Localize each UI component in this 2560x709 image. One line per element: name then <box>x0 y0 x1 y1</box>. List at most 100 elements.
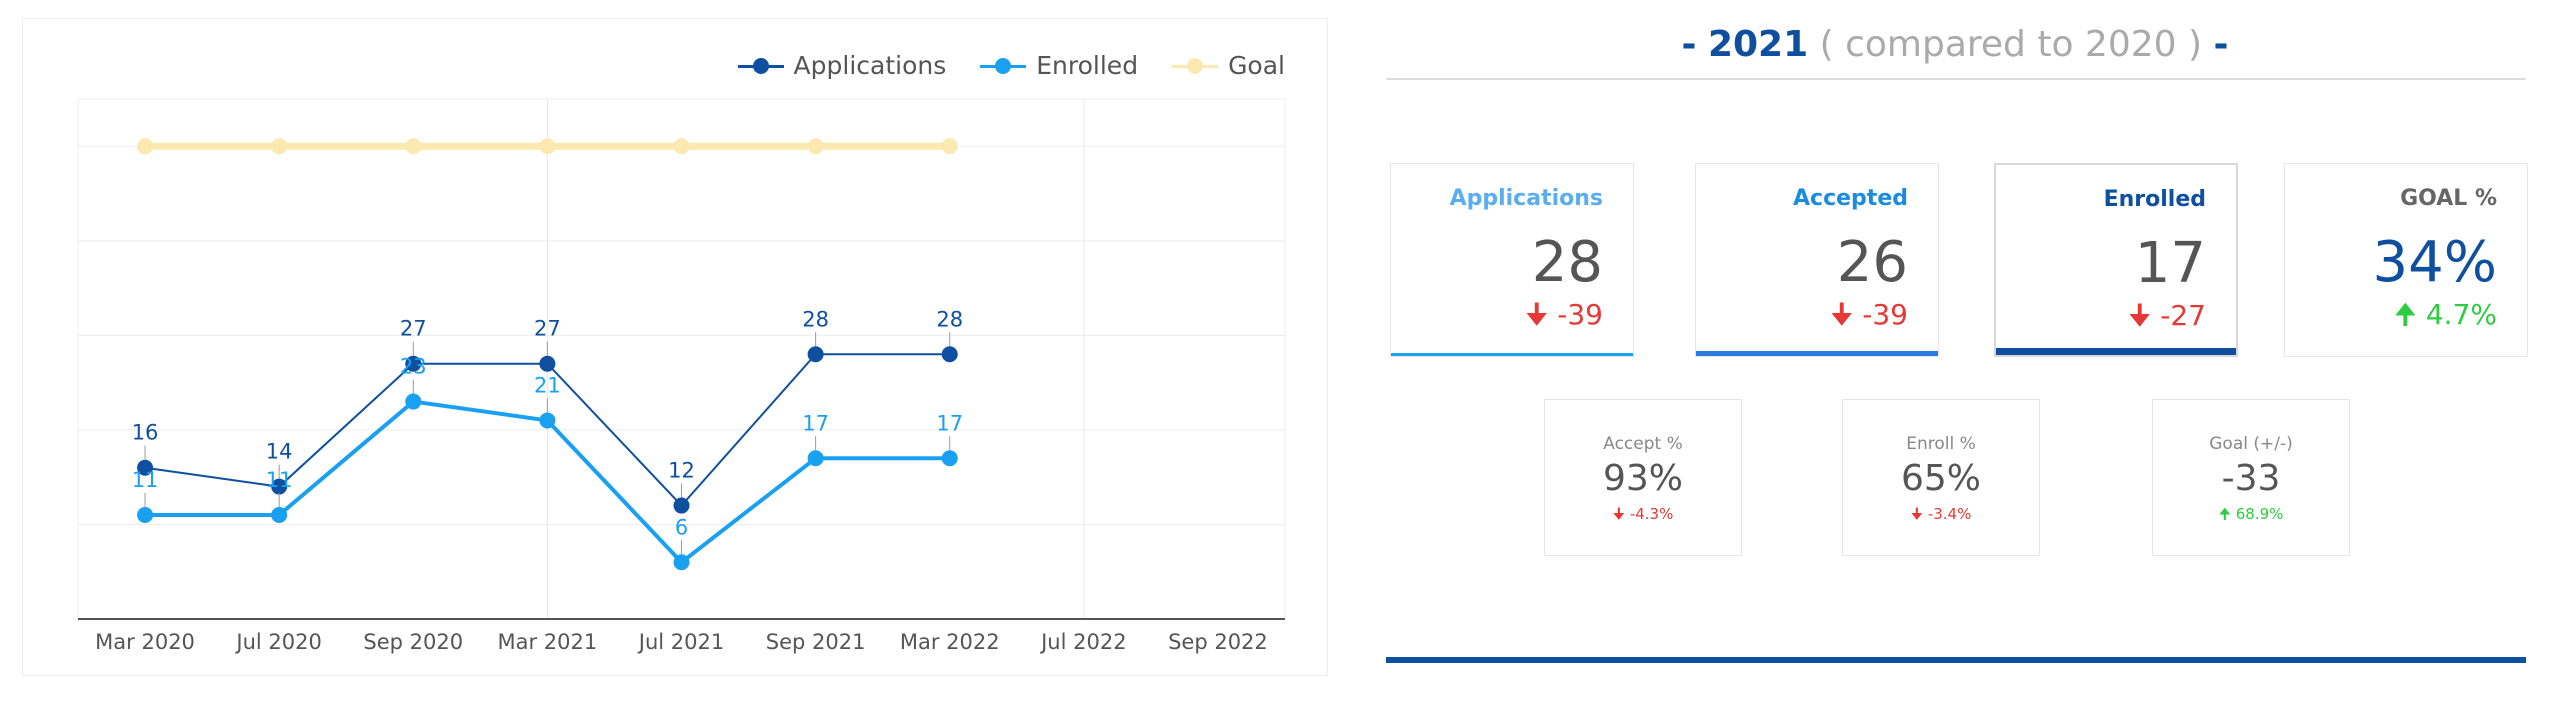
mini-delta-value: -3.4% <box>1927 505 1972 523</box>
mini-delta: 🠋 -3.4% <box>1843 504 2039 529</box>
title-dash-left: - <box>1681 24 1697 65</box>
kpi-delta: 🠋 -39 <box>1830 294 1908 342</box>
kpi-card-applications[interactable]: Applications 28 🠋 -39 <box>1390 163 1634 357</box>
x-tick-label: Jul 2022 <box>1039 630 1126 654</box>
x-tick-label: Mar 2021 <box>498 630 598 654</box>
chart-legend: Applications Enrolled Goal <box>737 51 1285 80</box>
period-title: - 2021 ( compared to 2020 ) - <box>1380 24 2530 65</box>
data-label-enrolled: 11 <box>266 468 293 492</box>
data-label-applications: 12 <box>668 459 695 483</box>
arrow-down-icon: 🠋 <box>2128 299 2152 332</box>
data-point-enrolled <box>941 450 958 467</box>
kpi-accent-bar <box>1996 348 2236 355</box>
kpi-delta-value: -39 <box>1862 298 1908 331</box>
arrow-up-icon: 🠉 <box>2218 505 2231 523</box>
mini-card-goal-diff[interactable]: Goal (+/-) -33 🠉 68.9% <box>2152 399 2350 556</box>
data-point-enrolled <box>137 507 154 523</box>
kpi-delta-value: 4.7% <box>2425 298 2497 331</box>
mini-card-enroll-percent[interactable]: Enroll % 65% 🠋 -3.4% <box>1842 399 2040 556</box>
data-point-applications <box>137 459 154 476</box>
trend-chart: Mar 2020 Jul 2020 Sep 2020 Mar 2021 Jul 2021… <box>77 98 1286 654</box>
data-point-enrolled <box>539 412 556 429</box>
arrow-down-icon: 🠋 <box>1525 298 1549 331</box>
mini-delta-value: -4.3% <box>1629 505 1674 523</box>
data-point-goal <box>807 138 824 155</box>
legend-swatch-enrolled <box>980 57 1027 74</box>
x-tick-label: Jul 2020 <box>234 630 321 654</box>
data-label-applications: 16 <box>132 421 159 445</box>
kpi-delta-value: -27 <box>2160 299 2206 332</box>
data-label-enrolled: 21 <box>534 373 561 397</box>
mini-label: Enroll % <box>1906 434 1976 454</box>
kpi-value: 17 <box>2134 231 2206 296</box>
mini-value: 65% <box>1900 458 1981 499</box>
legend-item-applications[interactable]: Applications <box>737 51 947 80</box>
data-point-applications <box>539 355 556 372</box>
kpi-label: GOAL % <box>2400 186 2497 211</box>
kpi-delta: 🠋 -39 <box>1525 294 1603 342</box>
arrow-down-icon: 🠋 <box>1830 298 1854 331</box>
data-point-goal <box>673 138 690 155</box>
legend-swatch-goal <box>1172 57 1219 74</box>
legend-label-enrolled: Enrolled <box>1036 51 1139 80</box>
kpi-card-enrolled[interactable]: Enrolled 17 🠋 -27 <box>1994 163 2238 357</box>
x-tick-label: Sep 2021 <box>766 630 866 654</box>
kpi-delta: 🠉 4.7% <box>2394 294 2497 342</box>
mini-label: Goal (+/-) <box>2209 434 2293 454</box>
data-point-applications <box>941 346 958 363</box>
data-point-applications <box>673 497 690 514</box>
legend-swatch-applications <box>737 57 784 74</box>
arrow-down-icon: 🠋 <box>1910 505 1924 523</box>
data-label-enrolled: 6 <box>675 515 688 539</box>
data-point-applications <box>405 355 422 372</box>
kpi-value: 34% <box>2372 230 2497 295</box>
data-label-applications: 27 <box>534 317 561 341</box>
bottom-accent-rule <box>1386 657 2526 663</box>
data-point-applications <box>807 346 824 363</box>
mini-delta: 🠋 -4.3% <box>1545 504 1741 529</box>
x-tick-label: Sep 2020 <box>363 630 463 654</box>
data-point-applications <box>271 478 288 495</box>
legend-item-goal[interactable]: Goal <box>1172 51 1285 80</box>
data-point-goal <box>137 138 154 155</box>
legend-item-enrolled[interactable]: Enrolled <box>980 51 1138 80</box>
mini-value: 93% <box>1602 458 1683 499</box>
kpi-label: Accepted <box>1793 186 1908 211</box>
kpi-card-accepted[interactable]: Accepted 26 🠋 -39 <box>1695 163 1939 357</box>
mini-label: Accept % <box>1603 434 1683 454</box>
arrow-down-icon: 🠋 <box>1612 505 1626 523</box>
data-point-goal <box>539 138 556 155</box>
kpi-label: Enrolled <box>2103 187 2206 212</box>
title-dash-right: - <box>2213 24 2229 65</box>
kpi-panel: - 2021 ( compared to 2020 ) - Applicatio… <box>1380 0 2530 709</box>
data-label-applications: 28 <box>936 307 963 331</box>
kpi-value: 26 <box>1836 230 1908 295</box>
data-point-enrolled <box>405 393 422 410</box>
data-point-goal <box>405 138 422 155</box>
kpi-value: 28 <box>1531 230 1603 295</box>
data-label-enrolled: 17 <box>802 411 829 435</box>
legend-label-applications: Applications <box>793 51 947 80</box>
x-tick-label: Mar 2020 <box>95 630 195 654</box>
legend-label-goal: Goal <box>1228 51 1285 80</box>
trend-chart-panel: Mar 2020 Jul 2020 Sep 2020 Mar 2021 Jul 2021… <box>22 18 1328 676</box>
data-label-applications: 28 <box>802 307 829 331</box>
x-tick-label: Sep 2022 <box>1168 630 1268 654</box>
title-year: 2021 <box>1707 24 1809 65</box>
mini-card-accept-percent[interactable]: Accept % 93% 🠋 -4.3% <box>1544 399 1742 556</box>
kpi-card-goal-percent[interactable]: GOAL % 34% 🠉 4.7% <box>2284 163 2528 357</box>
data-label-enrolled: 23 <box>400 355 427 379</box>
arrow-up-icon: 🠉 <box>2393 298 2417 331</box>
data-label-enrolled: 11 <box>132 468 159 492</box>
data-label-applications: 14 <box>266 440 293 464</box>
mini-delta-value: 68.9% <box>2235 505 2284 523</box>
kpi-delta-value: -39 <box>1557 298 1603 331</box>
title-compared: ( compared to 2020 ) <box>1819 24 2203 65</box>
mini-delta: 🠉 68.9% <box>2153 504 2349 529</box>
x-tick-label: Mar 2022 <box>900 630 1000 654</box>
kpi-label: Applications <box>1449 186 1603 211</box>
kpi-accent-bar <box>1391 353 1633 356</box>
data-label-applications: 27 <box>400 317 427 341</box>
mini-value: -33 <box>2221 458 2281 499</box>
kpi-accent-bar <box>1696 351 1938 356</box>
